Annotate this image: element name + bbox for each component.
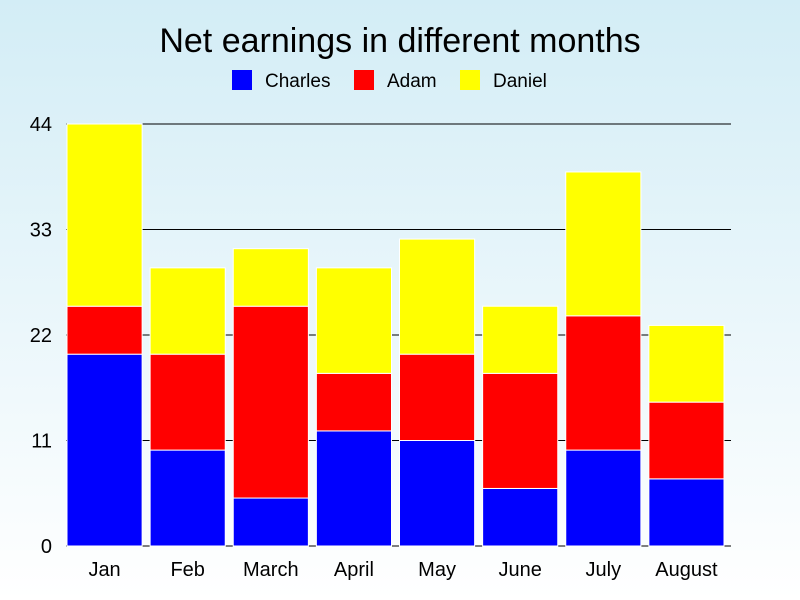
x-tick-label-jan: Jan [88,559,120,581]
legend-swatch-daniel [460,70,480,90]
bar-july-charles [565,449,642,547]
bar-june-adam [482,372,559,489]
bar-feb-adam [149,353,226,451]
bar-feb-daniel [149,267,226,355]
bar-june-charles [482,487,559,547]
bar-june-daniel [482,305,559,374]
y-tick-label-22: 22 [30,325,52,347]
bar-august-charles [648,478,725,547]
x-tick-label-august: August [655,559,718,581]
bar-feb-charles [149,449,226,547]
bar-august-adam [648,401,725,480]
x-tick-label-june: June [499,559,542,581]
y-tick-label-0: 0 [41,536,52,558]
bar-jan-charles [66,353,143,547]
x-tick-label-may: May [418,559,456,581]
y-axis: 0 11 22 33 44 [30,114,52,558]
y-tick-label-33: 33 [30,220,52,242]
legend-swatch-adam [354,70,374,90]
bar-july-daniel [565,171,642,317]
bar-april-daniel [315,267,392,374]
bar-may-adam [399,353,476,442]
bars [66,123,725,547]
legend-label-daniel: Daniel [493,71,547,92]
bar-march-charles [232,497,309,547]
bar-jan-adam [66,305,143,355]
bar-may-charles [399,440,476,547]
x-tick-label-feb: Feb [170,559,204,581]
chart-title: Net earnings in different months [159,22,640,60]
x-tick-label-march: March [243,559,299,581]
x-axis: Jan Feb March April May June July August [88,559,718,581]
bar-march-adam [232,305,309,499]
legend-swatch-charles [232,70,252,90]
x-tick-label-july: July [586,559,622,581]
bar-may-daniel [399,238,476,355]
legend-label-charles: Charles [265,71,330,92]
legend-label-adam: Adam [387,71,437,92]
bar-march-daniel [232,248,309,307]
y-tick-label-44: 44 [30,114,52,136]
x-tick-label-april: April [334,559,374,581]
bar-august-daniel [648,324,725,403]
bar-april-charles [315,430,392,547]
bar-jan-daniel [66,123,143,307]
bar-april-adam [315,372,392,432]
bar-july-adam [565,315,642,451]
y-tick-label-11: 11 [31,431,52,453]
legend: Charles Adam Daniel [232,70,547,92]
